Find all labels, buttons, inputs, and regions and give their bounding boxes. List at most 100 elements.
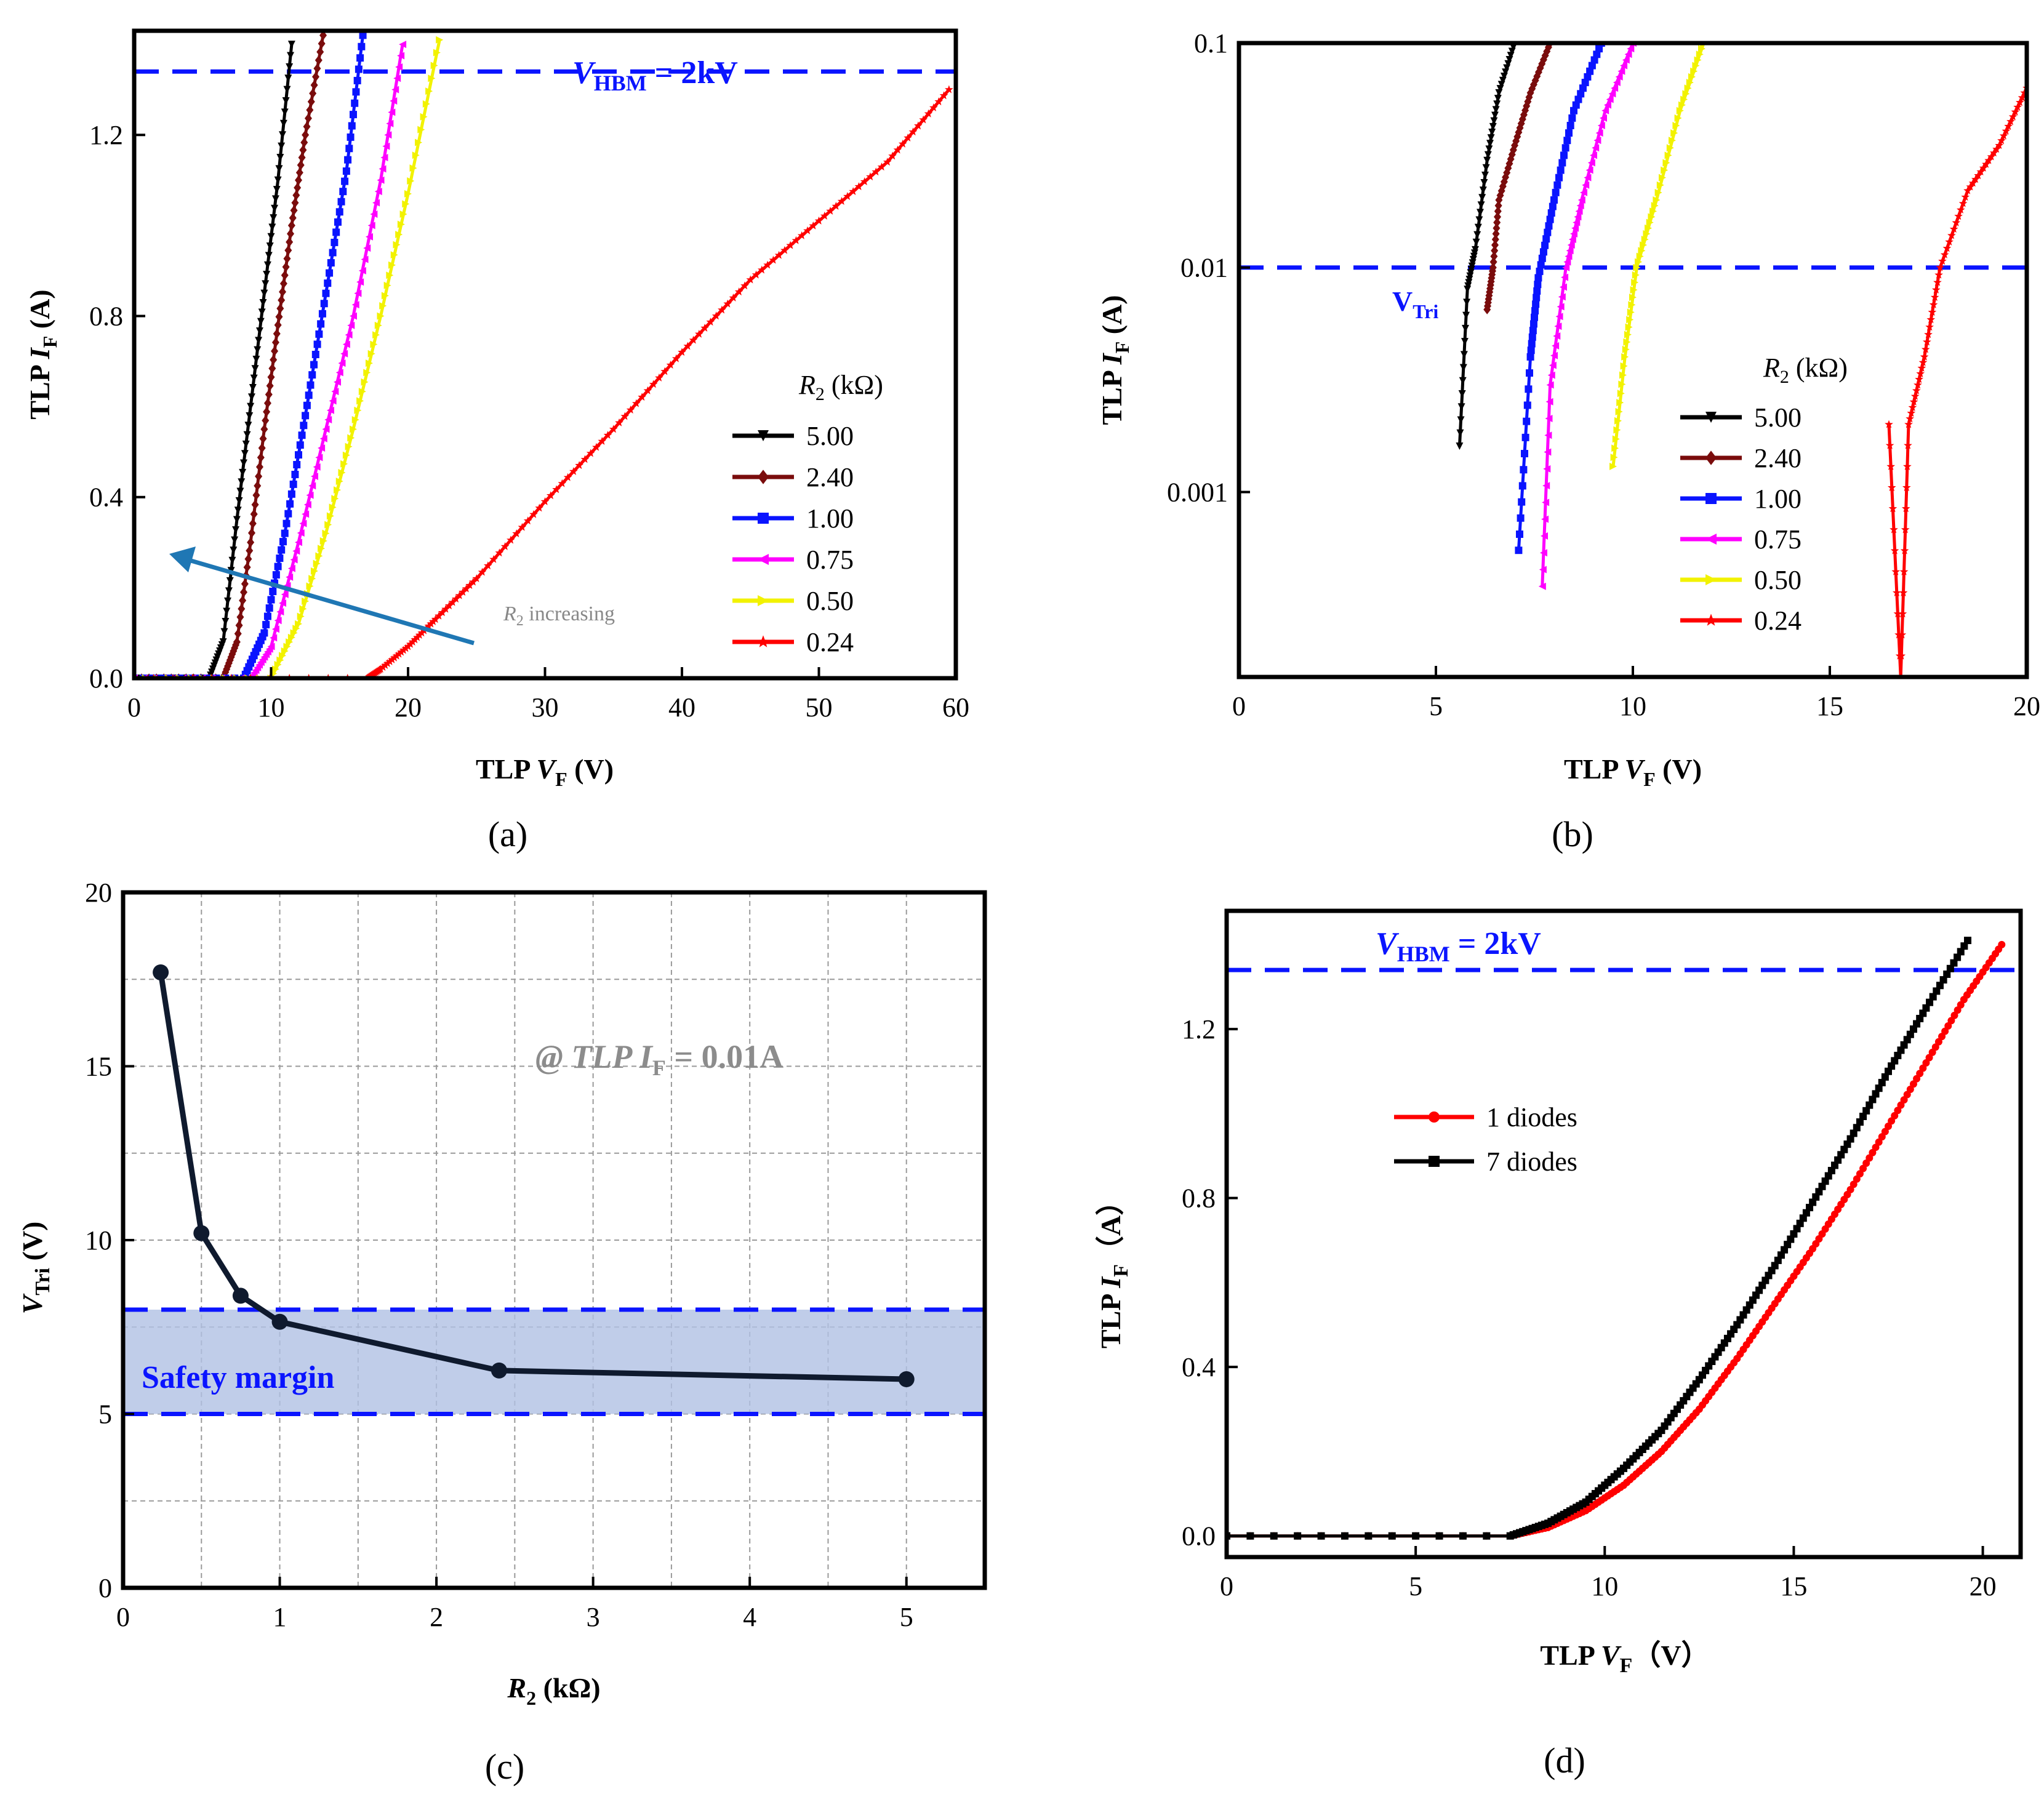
data-point [322,425,330,433]
data-point [274,660,282,668]
data-point [1620,362,1628,370]
data-point [1590,151,1597,159]
data-point [243,431,251,439]
data-point [1270,1532,1278,1540]
legend-label: 0.24 [1754,606,1802,636]
data-point [193,1225,210,1241]
data-point [390,251,398,259]
data-point [379,663,388,671]
data-point [1906,414,1914,423]
data-point [1494,95,1502,103]
data-point [1486,140,1494,148]
data-point [1621,353,1629,361]
legend-marker [758,470,769,484]
data-point [1493,223,1501,233]
data-point [1483,1532,1491,1540]
data-point [291,470,299,478]
panel-d-ticks: 0 5 10 15 20 0.0 0.4 0.8 1.2 [1182,1014,1997,1601]
data-point [428,617,438,625]
data-point [313,559,321,567]
data-point [1600,114,1607,122]
legend-marker [756,635,770,647]
data-point [1622,56,1630,64]
data-point [1617,390,1625,398]
x-tick-label: 15 [1780,1571,1807,1601]
data-point [351,416,359,424]
data-point [1976,167,1986,176]
data-point [1926,315,1936,324]
data-point [1593,137,1601,145]
data-point [1508,150,1516,159]
data-point [318,310,326,318]
data-point [1918,358,1928,366]
panel-d-plot-area [1227,937,2021,1540]
data-point [1684,84,1692,92]
data-point [1968,178,1978,187]
data-point [1939,976,1947,984]
data-point [356,54,364,62]
data-point [295,620,302,628]
data-point [1619,371,1627,379]
data-point [1862,1107,1870,1115]
data-point [395,231,403,239]
legend-marker [758,430,769,441]
data-point [376,665,385,673]
data-point [1930,292,1939,301]
legend-label: 0.75 [806,545,854,575]
data-point [255,337,263,345]
data-point [260,424,268,434]
y-tick-label: 0.8 [1182,1183,1216,1214]
data-point [310,567,318,575]
data-point [1979,163,1988,172]
data-point [223,607,231,615]
data-point [1933,987,1941,995]
data-point [293,461,301,469]
series-group [1456,43,2027,677]
data-point [393,74,401,82]
data-point [1457,416,1465,424]
data-point [433,49,441,57]
data-point [358,388,366,396]
y-tick-label: 1.2 [89,120,123,150]
data-point [500,542,510,550]
data-point [251,500,259,510]
data-point [1846,1135,1854,1143]
data-point [271,665,279,673]
panel-d-xlabel: TLP VF（V） [1540,1640,1709,1677]
data-point [385,657,395,665]
data-point [258,308,266,316]
data-point [282,262,290,272]
data-point [276,303,284,314]
data-point [1523,101,1531,111]
data-point [299,145,307,155]
legend-label: 7 diodes [1486,1147,1577,1177]
data-point [1491,246,1499,256]
data-point [310,80,318,90]
data-point [1570,230,1577,238]
data-point [448,598,457,606]
data-point [1504,163,1512,174]
x-tick-label: 50 [806,692,833,723]
data-point [1544,431,1552,439]
data-point [334,486,342,494]
data-point [1603,101,1611,109]
data-point [1584,73,1592,81]
data-point [329,397,337,405]
data-point [1618,380,1626,388]
data-point [1573,218,1581,226]
data-point [1581,79,1589,87]
data-point [363,244,371,252]
data-point [331,238,339,246]
data-point [329,503,337,511]
data-point [1553,181,1561,189]
y-tick-label: 0 [98,1573,112,1603]
data-point [388,261,396,269]
data-point [1465,279,1473,287]
data-point [268,363,276,374]
data-point [252,490,260,500]
data-point [295,451,302,459]
data-point [711,311,721,320]
legend-label: 2.40 [1754,443,1802,473]
data-point [262,620,270,628]
data-point [351,301,359,309]
